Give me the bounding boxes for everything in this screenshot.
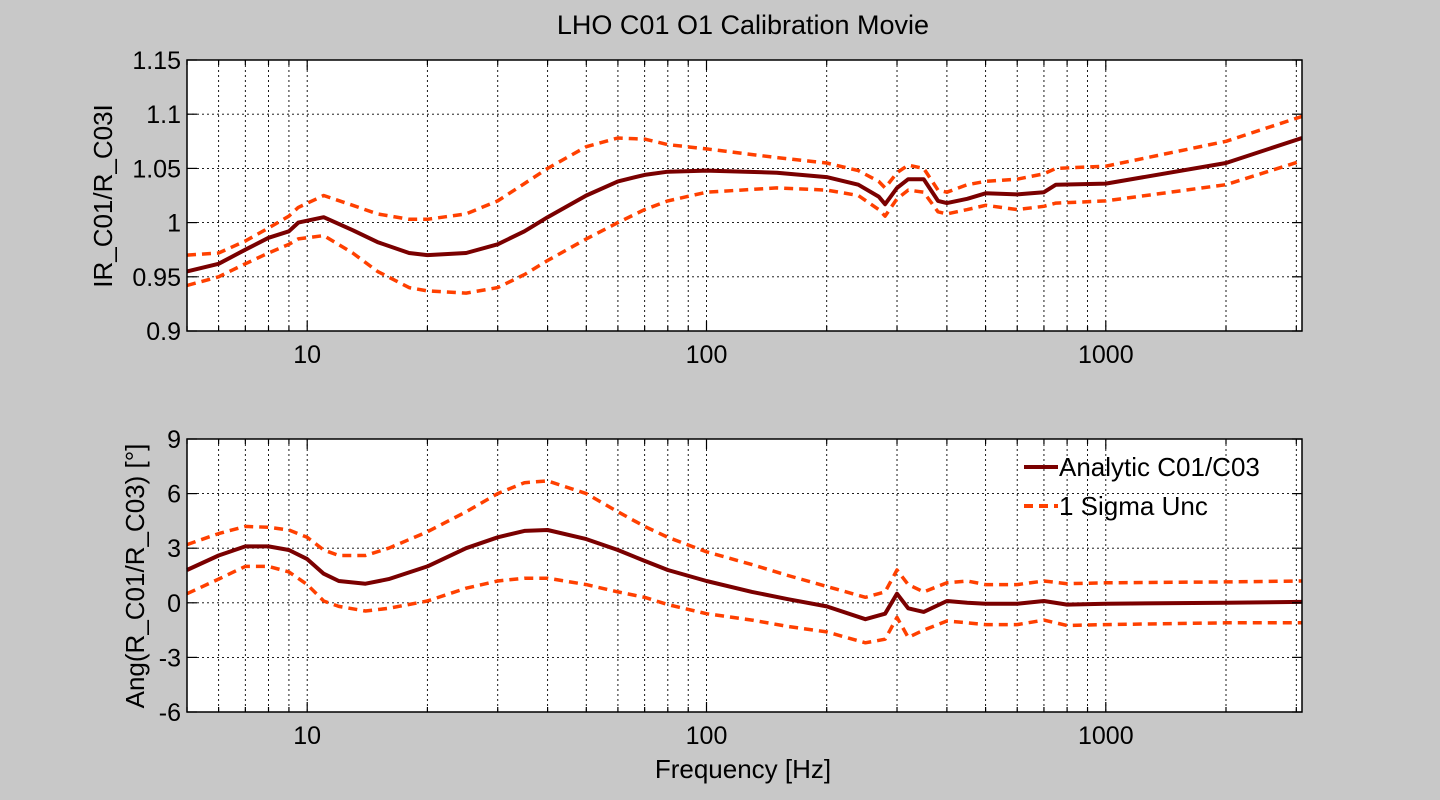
y-tick-label: 1.15 <box>132 47 181 75</box>
magnitude-axes-box <box>186 59 1303 332</box>
x-tick-label: 10 <box>293 722 321 750</box>
x-tick-label: 100 <box>686 341 728 369</box>
y-tick-label: 0.95 <box>132 264 181 292</box>
phase-series <box>186 479 1303 645</box>
phase-ticks: -6 -3 0 3 6 9 10 100 1000 <box>159 426 1302 750</box>
y-tick-label: 9 <box>167 426 181 454</box>
magnitude-series <box>186 114 1303 295</box>
figure-title: LHO C01 O1 Calibration Movie <box>557 10 929 40</box>
legend-central-label: Analytic C01/C03 <box>1059 452 1260 482</box>
x-tick-label: 1000 <box>1078 722 1134 750</box>
x-tick-label: 10 <box>293 341 321 369</box>
central-line <box>186 528 1303 622</box>
phase-axes-box <box>186 438 1303 713</box>
y-tick-label: 0 <box>167 590 181 618</box>
x-tick-label: 1000 <box>1078 341 1134 369</box>
magnitude-y-axis-label: IR_C01/R_C03I <box>88 104 118 288</box>
x-axis-label: Frequency [Hz] <box>655 754 831 784</box>
y-tick-label: -3 <box>159 644 181 672</box>
phase-plot-area <box>187 439 1302 712</box>
legend: Analytic C01/C03 1 Sigma Unc <box>1024 452 1260 521</box>
y-tick-label: 3 <box>167 535 181 563</box>
y-tick-label: 0.9 <box>146 318 181 346</box>
phase-y-axis-label: Ang(R_C01/R_C03) [°] <box>120 444 150 709</box>
phase-panel: -6 -3 0 3 6 9 10 100 1000 Ang(R_C01/R_C03) [°] F… <box>120 426 1303 784</box>
uncertainty-line <box>186 159 1303 295</box>
y-tick-label: 1 <box>167 210 181 238</box>
uncertainty-line <box>186 479 1303 600</box>
magnitude-ticks: 0.9 0.95 1 1.05 1.1 1.15 10 100 1000 <box>132 47 1302 369</box>
y-tick-label: 6 <box>167 481 181 509</box>
y-tick-label: 1.05 <box>132 155 181 183</box>
uncertainty-line <box>186 564 1302 645</box>
magnitude-plot-area <box>187 60 1302 331</box>
x-tick-label: 100 <box>686 722 728 750</box>
y-tick-label: 1.1 <box>146 101 181 129</box>
central-line <box>186 136 1303 274</box>
y-tick-label: -6 <box>159 699 181 727</box>
legend-uncertainty-label: 1 Sigma Unc <box>1059 491 1208 521</box>
uncertainty-line <box>186 114 1303 257</box>
magnitude-panel: 0.9 0.95 1 1.05 1.1 1.15 10 100 1000 IR_C01/R_C0… <box>88 47 1303 369</box>
